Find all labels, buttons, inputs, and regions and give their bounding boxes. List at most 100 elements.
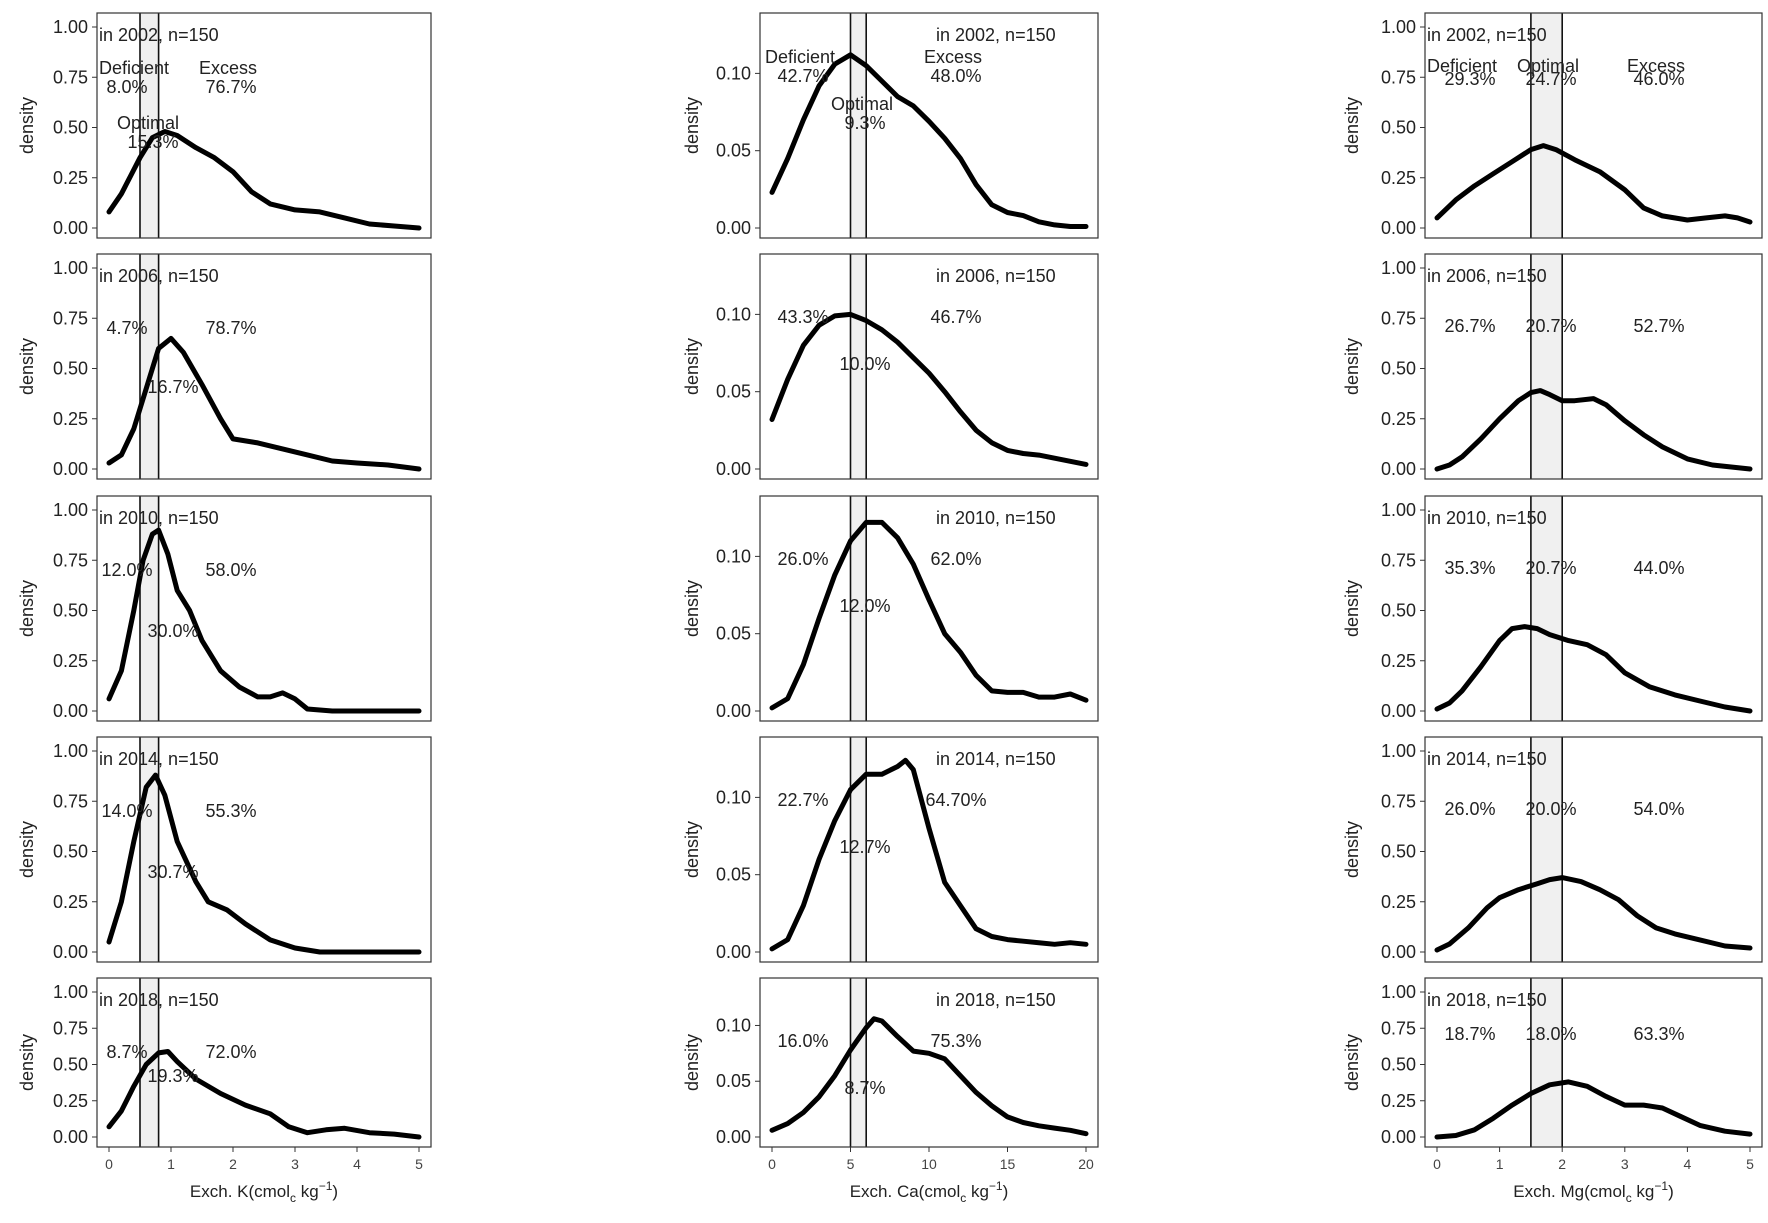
panel-title: in 2014, n=150 [99,749,219,769]
excess-percent: 72.0% [205,1042,256,1062]
density-curve [1434,875,1753,953]
y-tick-label: 0.05 [716,865,751,885]
x-tick-label: 2 [229,1156,237,1172]
deficient-header: Deficient [1427,56,1497,76]
panel-title: in 2002, n=150 [1427,25,1547,45]
y-tick-label: 0.00 [716,1127,751,1147]
density-curve [769,52,1089,229]
excess-header: Excess [199,58,257,78]
optimal-percent: 19.3% [147,1066,198,1086]
excess-header: Excess [1627,56,1685,76]
y-tick-label: 0.75 [53,1018,88,1038]
y-tick-label: 1.00 [53,741,88,761]
excess-percent: 44.0% [1633,558,1684,578]
excess-percent: 78.7% [205,318,256,338]
optimal-percent: 9.3% [844,113,885,133]
x-axis-label: Exch. Ca(cmolc kg−1) [850,1179,1009,1205]
optimal-band [850,254,867,479]
panel-frame [1424,977,1763,1148]
y-tick-label: 0.25 [1381,168,1416,188]
deficient-percent: 35.3% [1444,558,1495,578]
x-axis-label: Exch. K(cmolc kg−1) [190,1179,338,1205]
optimal-band [850,496,867,721]
excess-percent: 54.0% [1633,799,1684,819]
y-axis-label: density [1342,97,1362,154]
y-tick-label: 0.25 [1381,892,1416,912]
density-curve [769,311,1089,467]
y-tick-label: 0.50 [1381,359,1416,379]
deficient-percent: 26.0% [777,549,828,569]
optimal-header: Optimal [831,94,893,114]
density-curve [1434,143,1753,225]
density-curve [106,335,422,472]
y-tick-label: 0.75 [53,308,88,328]
optimal-band [850,13,867,238]
y-tick-label: 0.75 [1381,308,1416,328]
optimal-band [850,737,867,962]
y-tick-label: 0.00 [1381,701,1416,721]
density-curve [769,1016,1089,1137]
excess-percent: 76.7% [205,77,256,97]
optimal-band [1530,737,1563,962]
x-tick-label: 1 [1496,1156,1504,1172]
x-tick-label: 20 [1078,1156,1094,1172]
x-tick-label: 0 [105,1156,113,1172]
y-axis-label: density [682,338,702,395]
deficient-percent: 22.7% [777,790,828,810]
y-tick-label: 0.25 [53,409,88,429]
y-axis-label: density [1342,338,1362,395]
y-axis-label: density [17,338,37,395]
density-panel: 0.00 0.05 0.10 density in 2006, n=150 43.3% 10… [682,253,1099,480]
excess-percent: 46.0% [1633,69,1684,89]
density-panel: 0.00 0.05 0.10 density in 2010, n=150 26.0% 12… [682,495,1099,722]
deficient-percent: 14.0% [101,801,152,821]
panel-frame [759,253,1099,480]
y-axis-label: density [17,97,37,154]
optimal-percent: 20.0% [1525,799,1576,819]
y-tick-label: 1.00 [53,258,88,278]
y-tick-label: 0.50 [1381,118,1416,138]
y-tick-label: 0.50 [53,118,88,138]
y-tick-label: 0.50 [1381,1055,1416,1075]
optimal-band [1530,496,1563,721]
panel-frame [759,736,1099,963]
deficient-percent: 18.7% [1444,1024,1495,1044]
panel-frame [96,736,432,963]
density-curve [769,519,1089,711]
panel-title: in 2014, n=150 [936,749,1056,769]
x-tick-label: 5 [1746,1156,1754,1172]
x-tick-label: 0 [1433,1156,1441,1172]
density-curve [1434,624,1753,714]
x-axis-label: Exch. Mg(cmolc kg−1) [1513,1179,1673,1205]
x-tick-label: 4 [353,1156,361,1172]
panel-title: in 2002, n=150 [936,25,1056,45]
y-tick-label: 0.50 [53,842,88,862]
density-curve [1434,388,1753,472]
y-tick-label: 0.00 [53,1127,88,1147]
y-tick-label: 0.10 [716,787,751,807]
y-axis-label: density [1342,821,1362,878]
optimal-percent: 30.0% [147,621,198,641]
y-tick-label: 0.00 [53,942,88,962]
y-tick-label: 0.25 [53,168,88,188]
panel-title: in 2010, n=150 [99,508,219,528]
y-tick-label: 0.50 [53,1055,88,1075]
deficient-percent: 16.0% [777,1031,828,1051]
density-curve [106,772,422,955]
panel-frame [96,495,432,722]
deficient-percent: 26.7% [1444,316,1495,336]
x-tick-label: 2 [1558,1156,1566,1172]
density-panel: 0.00 0.25 0.50 0.75 1.00 density in 2010, n=15… [1342,495,1763,722]
y-tick-label: 0.00 [1381,218,1416,238]
panel-frame [96,12,432,239]
y-tick-label: 0.00 [716,942,751,962]
y-tick-label: 0.50 [53,359,88,379]
y-tick-label: 0.10 [716,1015,751,1035]
panel-frame [759,12,1099,239]
panel-title: in 2002, n=150 [99,25,219,45]
y-tick-label: 0.10 [716,63,751,83]
panel-frame [1424,495,1763,722]
optimal-percent: 20.7% [1525,558,1576,578]
optimal-band [1530,978,1563,1147]
